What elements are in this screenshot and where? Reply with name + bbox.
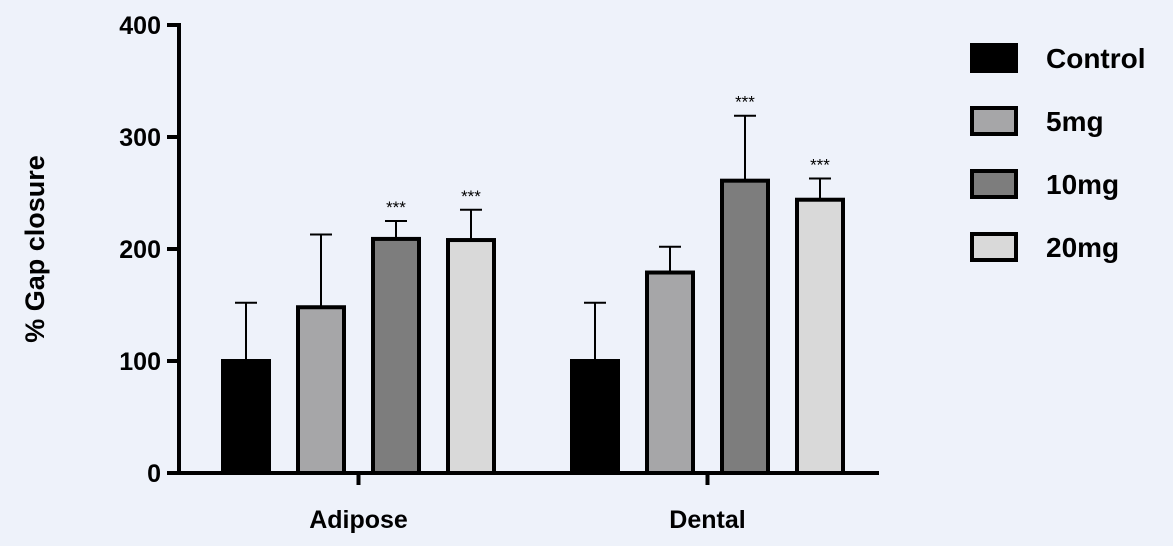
y-tick-label: 400: [119, 12, 161, 40]
bar-10mg-adipose: [371, 236, 421, 475]
bar-control-dental: [570, 359, 620, 475]
bar-5mg-dental: [645, 270, 695, 475]
bar-10mg-dental: [720, 178, 770, 475]
legend-label: 10mg: [1046, 169, 1119, 200]
legend-label: 20mg: [1046, 232, 1119, 263]
legend-swatch: [970, 169, 1018, 199]
legend-swatch: [970, 232, 1018, 262]
significance-label: ***: [810, 155, 830, 174]
bar-20mg-dental: [795, 197, 845, 475]
x-categories: Adipose Dental: [309, 473, 746, 534]
x-category-label: Dental: [669, 506, 745, 534]
axes: [177, 23, 879, 475]
bar-5mg-adipose: [296, 305, 346, 475]
legend-label: Control: [1046, 43, 1146, 74]
bar-20mg-adipose: [446, 238, 496, 475]
significance-label: ***: [461, 187, 481, 206]
legend-label: 5mg: [1046, 106, 1104, 137]
legend-swatch: [970, 43, 1018, 73]
y-ticks: 0 100 200 300 400: [119, 12, 179, 488]
y-tick-label: 0: [147, 460, 161, 488]
x-category-label: Adipose: [309, 506, 408, 534]
y-axis-title: % Gap closure: [20, 155, 50, 343]
significance-label: ***: [735, 93, 755, 112]
significance-label: ***: [386, 198, 406, 217]
y-tick-label: 200: [119, 236, 161, 264]
bar-control-adipose: [221, 359, 271, 475]
y-tick-label: 100: [119, 348, 161, 376]
legend-swatch: [970, 106, 1018, 136]
legend: Control 5mg 10mg 20mg: [970, 43, 1146, 263]
y-tick-label: 300: [119, 124, 161, 152]
bars: *** *** *** ***: [221, 93, 845, 475]
